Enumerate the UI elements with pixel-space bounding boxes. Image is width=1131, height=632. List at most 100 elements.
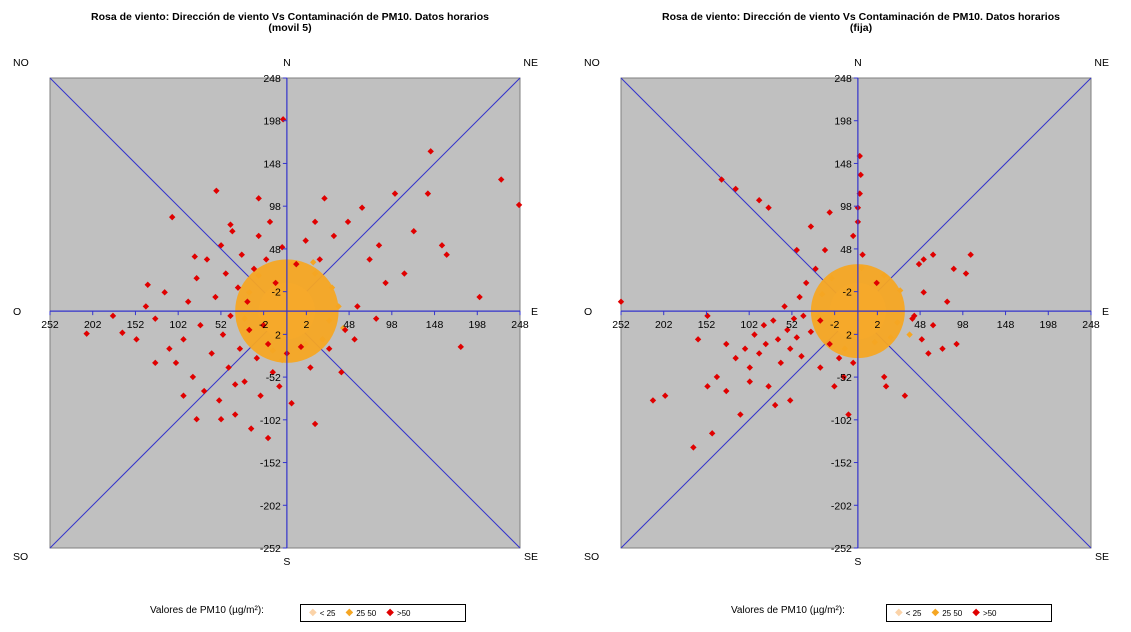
y-tick-label: 2 [275,329,281,341]
data-point [255,272,262,279]
data-point [142,303,150,310]
x-tick-label: 252 [612,319,630,331]
legend-item: ◆ 25 50 [346,608,377,618]
data-point [217,416,225,423]
data-point [901,392,909,399]
legend-label: 25 50 [356,608,377,618]
data-point [189,373,197,381]
x-tick-label: 2 [303,319,309,331]
legend: ◆ < 25 ◆ 25 50 ◆ >50 [886,604,1052,622]
data-point [109,312,117,320]
data-point [690,444,697,451]
y-tick-label: -52 [837,372,852,384]
legend-item: ◆ 25 50 [932,608,963,618]
data-point [213,187,220,194]
data-point [272,279,279,287]
y-tick-label: -102 [831,415,852,427]
data-point [269,347,276,354]
compass-e-label: E [1102,306,1109,318]
data-point [212,293,219,301]
x-tick-label: -2 [259,319,268,331]
data-point [311,218,319,226]
data-point [939,345,946,352]
y-tick-label: 48 [840,244,852,256]
wind-rose-chart-movil: 252 202 152 102 52 -2 2 48 98 148 198 2482481981489… [13,57,538,568]
data-point [887,334,894,341]
data-point [713,373,721,381]
x-tick-label: 152 [127,319,145,331]
data-point [515,201,523,209]
chart-panel-fija: Rosa de viento: Dirección de viento Vs C… [571,0,1131,632]
data-point [193,416,200,423]
data-point [358,204,366,211]
y-tick-label: 148 [834,158,852,170]
y-tick-label: -2 [272,287,281,299]
y-tick-label: 198 [263,116,281,128]
legend-swatch-icon: ◆ [931,607,940,618]
legend-title: Valores de PM10 (µg/m²): [731,605,845,616]
data-point [247,425,255,432]
data-point [316,256,323,263]
data-point [264,434,272,442]
data-point [119,329,126,336]
data-point [161,289,168,296]
legend-swatch-icon: ◆ [895,607,903,618]
data-point [856,152,863,160]
x-tick-label: 148 [426,319,444,331]
data-point [200,387,208,395]
x-tick-label: 202 [655,319,673,331]
data-point [234,284,242,291]
y-tick-label: -252 [260,543,281,555]
data-point [925,350,932,357]
compass-sw-label: SO [13,551,28,563]
chart-panel-movil: Rosa de viento: Dirección de viento Vs C… [0,0,560,632]
data-point [288,400,295,407]
data-point [338,369,345,376]
data-point [382,279,389,287]
data-point [293,260,300,268]
data-point [909,315,916,322]
y-tick-label: -152 [260,458,281,470]
data-point [169,213,176,221]
data-point [351,336,358,343]
data-point [760,322,768,329]
data-point [443,251,450,258]
legend-swatch-icon: ◆ [345,607,354,618]
data-point [617,298,625,305]
data-point [144,281,151,288]
data-point [257,392,264,399]
legend-label: < 25 [319,608,336,618]
data-point [241,315,248,322]
data-point [276,383,283,390]
data-point [197,322,204,329]
data-point [260,322,267,329]
data-point [250,265,258,273]
wind-rose-chart-fija: 252 202 152 102 52 -2 2 48 98 148 198 2482481981489… [584,57,1109,568]
data-point [424,190,432,197]
data-point [264,340,272,348]
data-point [311,270,319,277]
y-tick-label: 2 [846,329,852,341]
data-point [227,312,234,320]
legend-swatch-icon: ◆ [309,607,317,618]
data-point [328,284,336,291]
y-tick-label: 248 [834,73,852,85]
data-point [807,328,815,335]
compass-s-label: S [854,556,861,568]
data-point [263,256,270,263]
data-point [302,237,309,244]
data-point [858,264,865,272]
legend-label: 25 50 [942,608,963,618]
data-point [184,298,192,305]
x-tick-label: 98 [386,319,398,331]
data-point [325,345,333,352]
chart-subtitle: (movil 5) [268,22,312,34]
x-tick-label: 252 [41,319,59,331]
data-point [341,326,349,334]
compass-ne-label: NE [1094,57,1109,69]
y-tick-label: -52 [266,372,281,384]
compass-se-label: SE [524,551,538,563]
chart-title-line1: Rosa de viento: Dirección de viento Vs C… [662,11,1060,23]
data-point [222,270,229,277]
data-point [217,242,225,249]
